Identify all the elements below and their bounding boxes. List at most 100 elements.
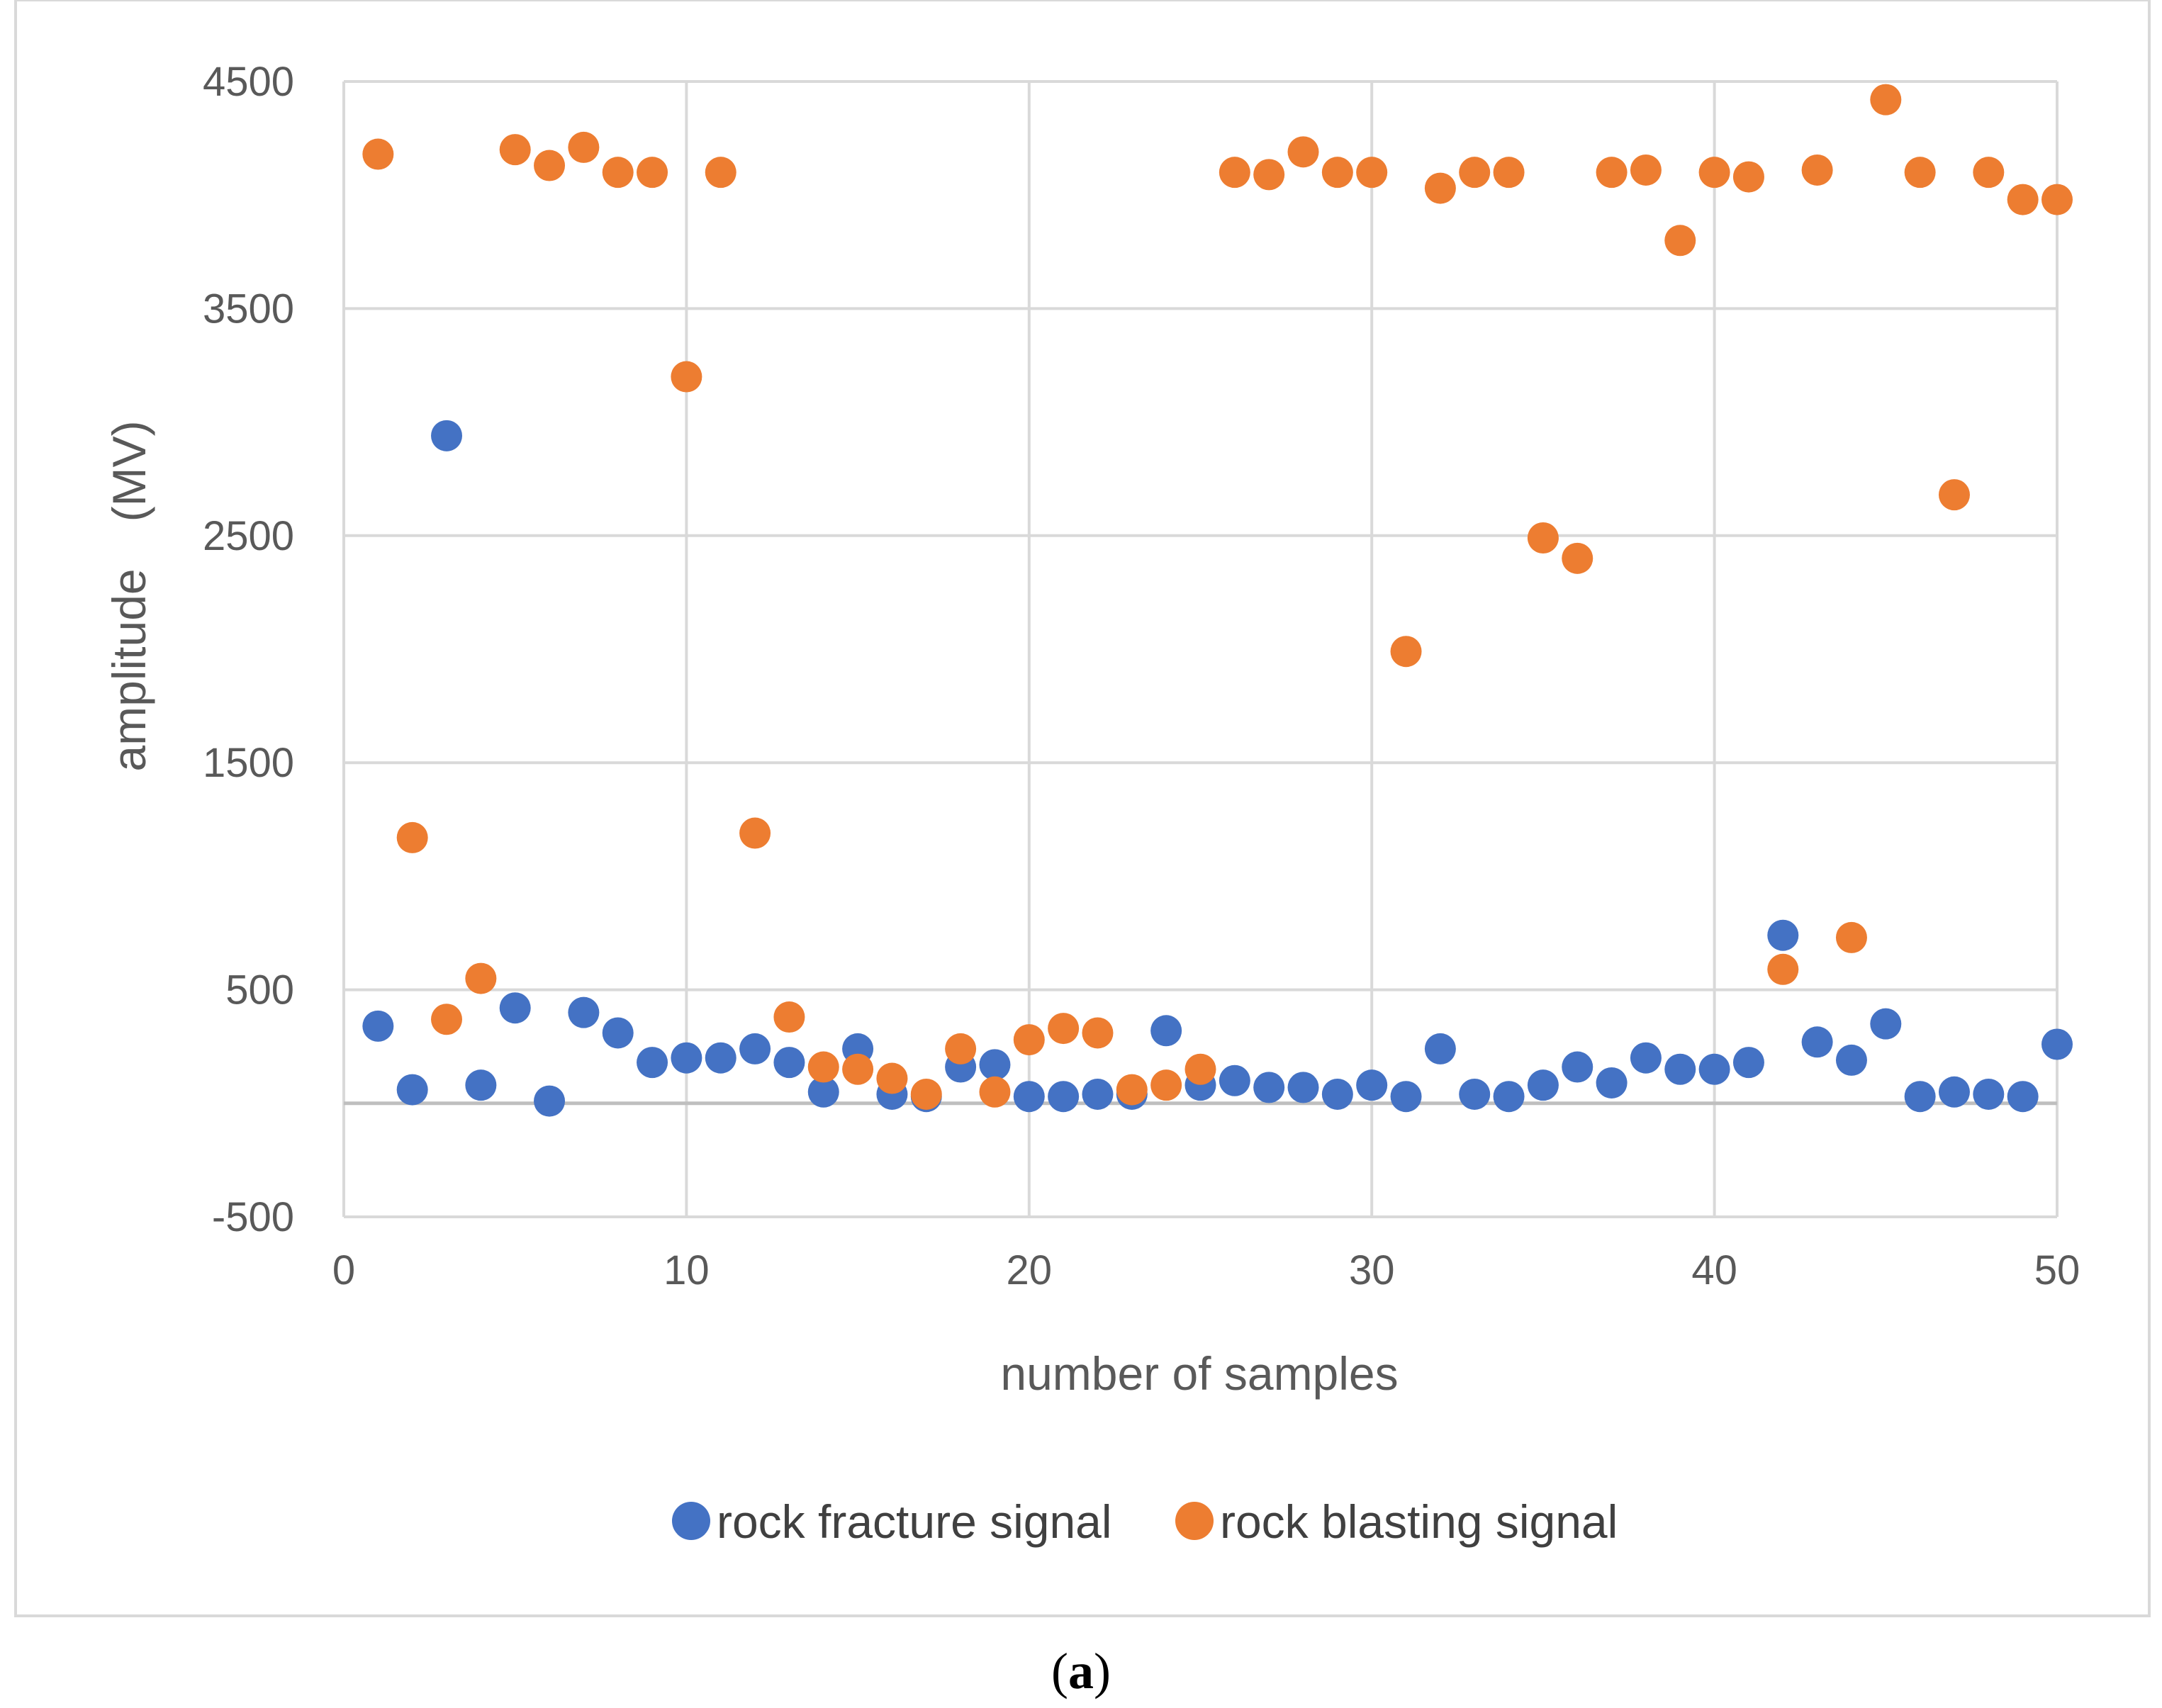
rock-blasting-point xyxy=(1698,157,1730,189)
rock-blasting-point xyxy=(1424,172,1456,204)
rock-blasting-point xyxy=(1664,225,1696,257)
rock-fracture-point xyxy=(1424,1033,1456,1064)
rock-fracture-point xyxy=(1082,1078,1114,1110)
rock-fracture-point xyxy=(2041,1028,2073,1060)
rock-blasting-point xyxy=(1767,953,1799,985)
rock-fracture-point xyxy=(362,1010,394,1042)
rock-blasting-point xyxy=(568,131,600,163)
y-tick-label: 1500 xyxy=(203,740,294,786)
rock-blasting-point xyxy=(842,1053,874,1085)
rock-fracture-point xyxy=(1630,1042,1662,1074)
rock-fracture-point xyxy=(1767,919,1799,951)
rock-blasting-point xyxy=(910,1078,942,1110)
rock-blasting-point xyxy=(671,361,702,393)
rock-blasting-point xyxy=(1321,157,1353,189)
rock-blasting-point xyxy=(2007,184,2039,215)
rock-fracture-point xyxy=(1150,1015,1182,1047)
rock-fracture-point xyxy=(1253,1072,1285,1103)
legend-label-rock-blasting: rock blasting signal xyxy=(1220,1495,1618,1548)
rock-fracture-point xyxy=(979,1049,1011,1081)
y-tick-label: -500 xyxy=(212,1194,294,1240)
rock-fracture-point xyxy=(1938,1076,1970,1108)
tick-labels: -500 500 1500 2500 3500 4500 0 10 20 30 40 50 xyxy=(203,59,2080,1293)
rock-blasting-point xyxy=(773,1001,805,1033)
rock-fracture-point xyxy=(1527,1069,1559,1101)
rock-fracture-point xyxy=(1870,1008,1902,1040)
y-tick-label: 3500 xyxy=(203,286,294,332)
rock-blasting-point xyxy=(1356,157,1388,189)
rock-blasting-point xyxy=(2041,184,2073,215)
rock-blasting-point xyxy=(1048,1013,1080,1045)
y-tick-label: 500 xyxy=(225,967,294,1013)
rock-fracture-point xyxy=(1801,1026,1833,1058)
rock-fracture-point xyxy=(1698,1053,1730,1085)
rock-blasting-point xyxy=(362,138,394,170)
rock-blasting-point xyxy=(1527,522,1559,554)
rock-blasting-point xyxy=(1801,154,1833,186)
rock-blasting-point xyxy=(534,150,566,181)
rock-fracture-point xyxy=(1048,1081,1080,1113)
rock-fracture-point xyxy=(671,1042,702,1074)
rock-blasting-point xyxy=(739,817,771,849)
rock-fracture-point xyxy=(1904,1081,1936,1113)
legend-marker-rock-blasting xyxy=(1175,1502,1214,1540)
rock-blasting-point xyxy=(431,1004,463,1035)
rock-blasting-point xyxy=(1219,157,1250,189)
rock-fracture-point xyxy=(807,1076,839,1108)
y-axis-title: amplitude (MV) xyxy=(103,420,155,771)
rock-fracture-point xyxy=(1596,1067,1628,1099)
rock-fracture-point xyxy=(1732,1047,1764,1079)
y-tick-label: 4500 xyxy=(203,59,294,105)
figure-caption: (a) xyxy=(1051,1643,1111,1699)
x-tick-label: 0 xyxy=(332,1247,355,1293)
rock-blasting-point xyxy=(1630,154,1662,186)
rock-blasting-point xyxy=(1562,542,1594,574)
rock-fracture-point xyxy=(1287,1072,1319,1103)
rock-fracture-point xyxy=(1459,1078,1491,1110)
rock-fracture-point xyxy=(739,1033,771,1064)
rock-blasting-point xyxy=(876,1062,908,1094)
rock-fracture-point xyxy=(1493,1081,1525,1113)
rock-blasting-point xyxy=(1013,1024,1045,1056)
rock-blasting-point xyxy=(1082,1017,1114,1049)
y-tick-label: 2500 xyxy=(203,513,294,559)
x-axis-title: number of samples xyxy=(1000,1347,1398,1400)
rock-fracture-point xyxy=(396,1074,428,1106)
rock-fracture-point xyxy=(568,996,600,1028)
rock-blasting-point xyxy=(979,1076,1011,1108)
rock-blasting-point xyxy=(465,962,497,994)
rock-blasting-point xyxy=(1904,157,1936,189)
rock-blasting-point xyxy=(1287,136,1319,168)
rock-blasting-point xyxy=(945,1033,977,1064)
rock-blasting-point xyxy=(1493,157,1525,189)
rock-blasting-point xyxy=(602,157,634,189)
rock-blasting-point xyxy=(1184,1053,1216,1085)
rock-blasting-point xyxy=(1732,161,1764,193)
rock-blasting-point xyxy=(1835,921,1867,953)
rock-fracture-point xyxy=(499,992,531,1024)
rock-blasting-point xyxy=(1973,157,2005,189)
rock-blasting-point xyxy=(705,157,736,189)
x-tick-label: 30 xyxy=(1349,1247,1395,1293)
rock-fracture-point xyxy=(431,420,463,451)
x-tick-label: 40 xyxy=(1691,1247,1737,1293)
rock-fracture-point xyxy=(1321,1078,1353,1110)
chart-frame xyxy=(14,0,2151,1617)
rock-fracture-point xyxy=(705,1042,736,1074)
rock-blasting-point xyxy=(1116,1074,1148,1106)
rock-blasting-point xyxy=(1390,636,1422,668)
data-points xyxy=(362,84,2073,1117)
rock-blasting-point xyxy=(1253,159,1285,191)
rock-fracture-point xyxy=(2007,1081,2039,1113)
x-tick-label: 20 xyxy=(1007,1247,1053,1293)
rock-fracture-point xyxy=(534,1085,566,1117)
rock-blasting-point xyxy=(1459,157,1491,189)
rock-fracture-point xyxy=(773,1047,805,1079)
rock-blasting-point xyxy=(1870,84,1902,116)
x-tick-label: 50 xyxy=(2034,1247,2080,1293)
rock-fracture-point xyxy=(1664,1053,1696,1085)
rock-blasting-point xyxy=(396,821,428,853)
rock-fracture-point xyxy=(1356,1069,1388,1101)
rock-blasting-point xyxy=(1938,479,1970,511)
rock-blasting-point xyxy=(807,1051,839,1083)
